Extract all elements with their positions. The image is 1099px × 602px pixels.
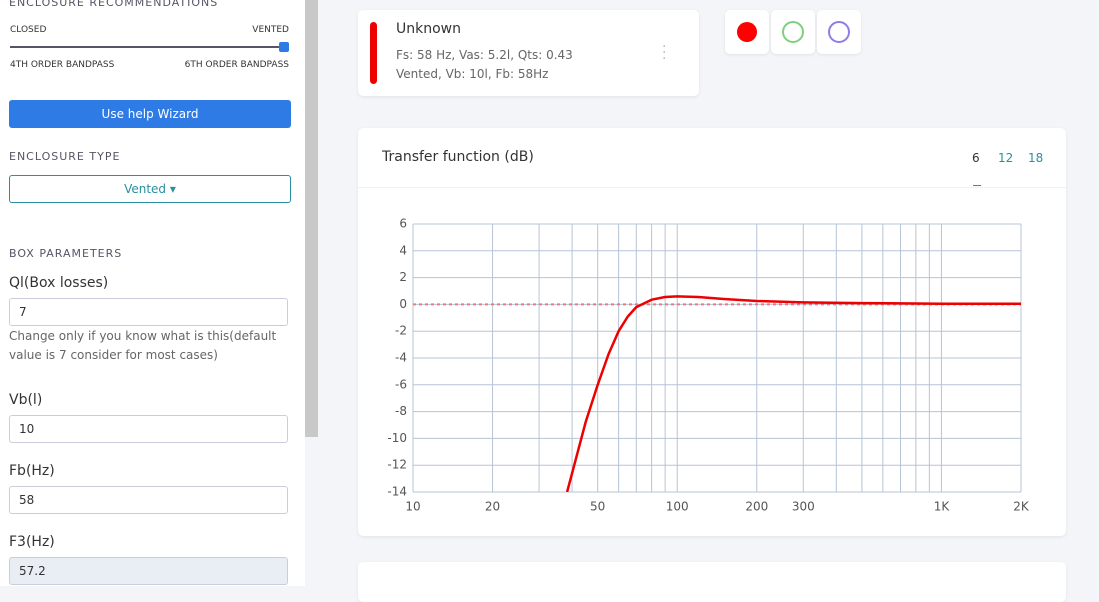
field-label: F3(Hz) (9, 534, 55, 550)
x-tick-label: 10 (405, 500, 420, 514)
slider-handle[interactable] (279, 42, 289, 52)
x-tick-label: 2K (1013, 500, 1030, 514)
page: ENCLOSURE RECOMMENDATIONS CLOSED VENTED … (0, 0, 1066, 602)
driver-info: Fs: 58 Hz, Vas: 5.2l, Qts: 0.43 (396, 48, 573, 62)
y-tick-label: 6 (399, 217, 407, 231)
driver-card[interactable]: Unknown Fs: 58 Hz, Vas: 5.2l, Qts: 0.43 … (358, 10, 699, 96)
y-tick-label: -14 (387, 485, 407, 499)
field-label: Ql(Box losses) (9, 275, 109, 291)
driver-name: Unknown (396, 21, 461, 37)
y-tick-label: 0 (399, 297, 407, 311)
driver-info: Vented, Vb: 10l, Fb: 58Hz (396, 67, 549, 81)
series-line (565, 295, 1021, 492)
slider-track (10, 46, 286, 48)
x-tick-label: 200 (745, 500, 768, 514)
chart-card: Transfer function (dB) 6 12 18 -14 -12 -10… (358, 128, 1066, 536)
section-title: ENCLOSURE RECOMMENDATIONS (9, 0, 219, 9)
y-tick-label: -6 (395, 377, 407, 391)
color-button[interactable] (771, 10, 815, 54)
slider-label: VENTED (252, 25, 289, 35)
field-input[interactable]: 7 (9, 298, 288, 326)
slider-label: 4TH ORDER BANDPASS (10, 60, 115, 70)
color-dot (737, 22, 757, 42)
color-strip (370, 22, 377, 84)
x-tick-label: 50 (590, 500, 605, 514)
y-tick-label: -12 (387, 458, 407, 472)
tab[interactable]: 12 (998, 151, 1014, 165)
divider (358, 187, 1066, 188)
dropdown-value: Vented (124, 182, 167, 196)
x-tick-label: 100 (666, 500, 689, 514)
menu-dots[interactable]: · · · (662, 39, 667, 67)
y-tick-label: -8 (395, 404, 407, 418)
x-tick-label: 1K (934, 500, 951, 514)
wizard-button[interactable]: Use help Wizard (9, 100, 291, 128)
section-title: BOX PARAMETERS (9, 247, 123, 260)
y-tick-label: -4 (395, 351, 407, 365)
scrollbar[interactable] (305, 0, 318, 437)
tab[interactable]: 6 (972, 151, 980, 165)
y-tick-label: 4 (399, 243, 407, 257)
color-button[interactable] (817, 10, 861, 54)
slider-label: 6TH ORDER BANDPASS (184, 60, 289, 70)
field-input[interactable]: 58 (9, 486, 288, 514)
field-help: Change only if you know what is this(def… (9, 329, 277, 362)
x-tick-label: 20 (485, 500, 500, 514)
tab[interactable]: 18 (1028, 151, 1044, 165)
y-tick-label: 2 (399, 270, 407, 284)
y-tick-label: -2 (395, 324, 407, 338)
chart: -14 -12 -10 -8 -6 -4 -2 0 2 4 6 10 20 50 100 200 300 1K 2K (387, 217, 1030, 514)
color-dot (828, 21, 850, 43)
field-input[interactable]: 10 (9, 415, 288, 443)
slider-label: CLOSED (10, 25, 47, 35)
field-readonly: 57.2 (9, 557, 288, 585)
color-dot (782, 21, 804, 43)
enclosure-dropdown[interactable]: Vented ▾ (9, 175, 291, 203)
x-tick-label: 300 (792, 500, 815, 514)
tab-underline (973, 185, 981, 186)
section-title: ENCLOSURE TYPE (9, 150, 121, 163)
chart-title: Transfer function (dB) (382, 149, 534, 165)
color-button[interactable] (725, 10, 769, 54)
next-card (358, 562, 1066, 602)
y-tick-label: -10 (387, 431, 407, 445)
field-label: Fb(Hz) (9, 463, 55, 479)
field-label: Vb(l) (9, 392, 43, 408)
